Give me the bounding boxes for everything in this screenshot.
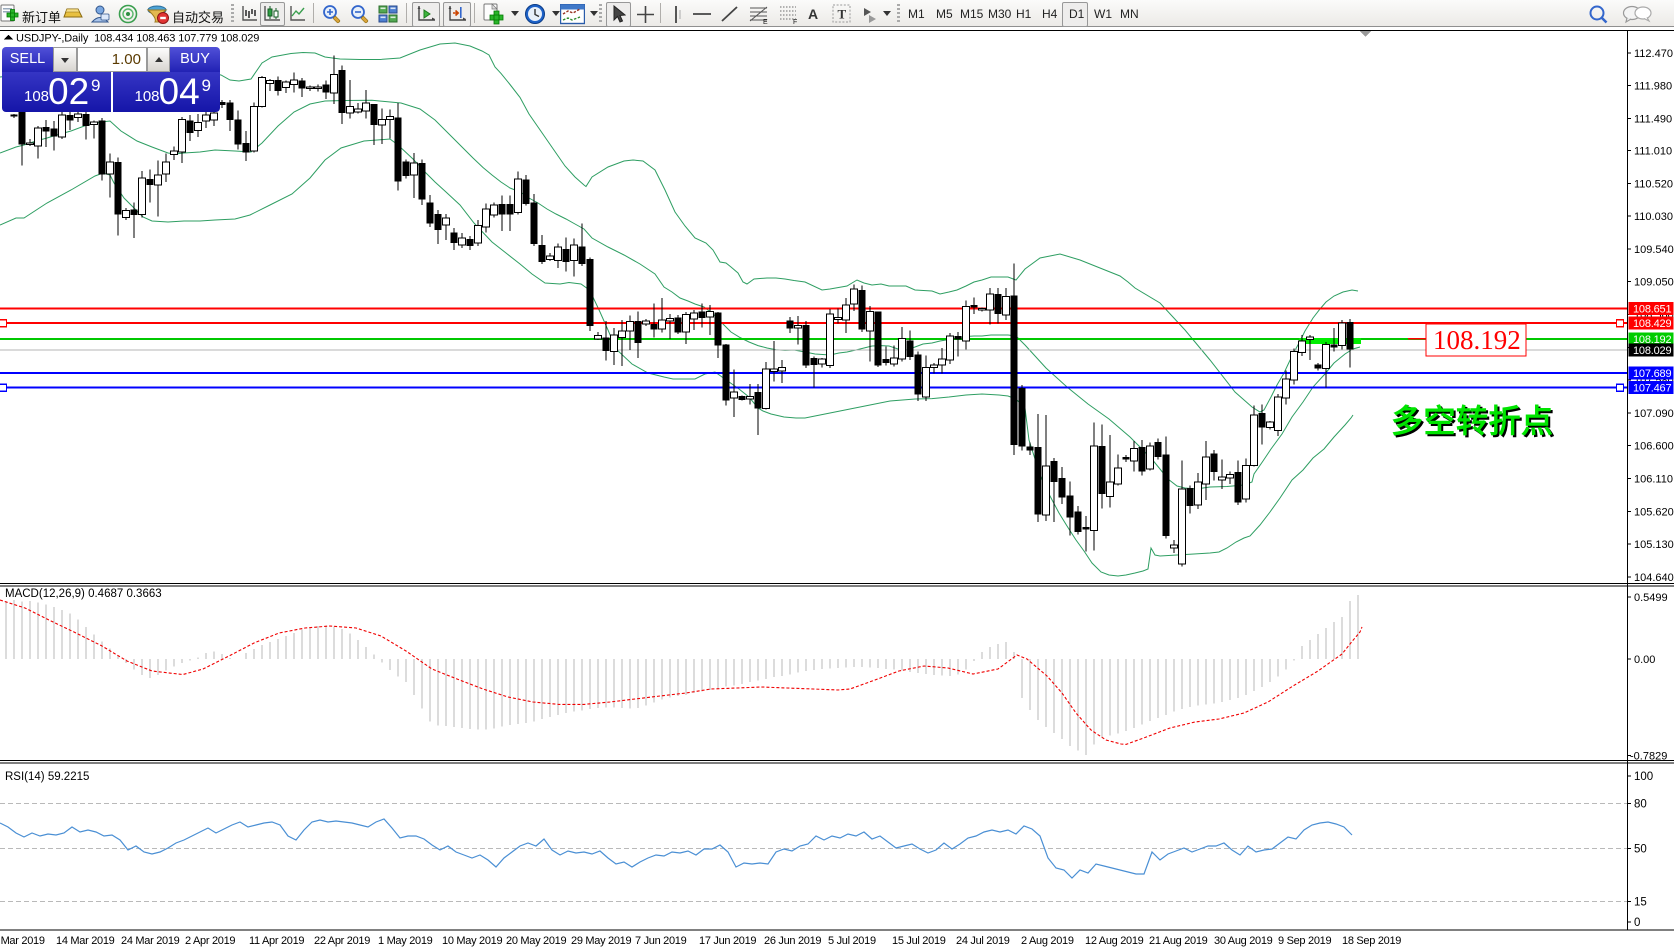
svg-text:17 Jun 2019: 17 Jun 2019: [699, 935, 756, 947]
svg-text:12 Aug 2019: 12 Aug 2019: [1085, 935, 1144, 947]
svg-text:108.651: 108.651: [1633, 303, 1671, 315]
svg-text:112.470: 112.470: [1634, 48, 1673, 60]
svg-text:106.110: 106.110: [1634, 474, 1673, 486]
svg-text:9 Sep 2019: 9 Sep 2019: [1278, 935, 1331, 947]
svg-text:110.030: 110.030: [1634, 211, 1673, 223]
svg-text:多空转折点: 多空转折点: [1393, 405, 1556, 441]
svg-text:-0.7829: -0.7829: [1630, 751, 1667, 763]
svg-text:15: 15: [1634, 896, 1647, 908]
svg-text:110.520: 110.520: [1634, 178, 1673, 190]
svg-text:108.429: 108.429: [1633, 318, 1671, 330]
svg-text:15 Jul 2019: 15 Jul 2019: [892, 935, 946, 947]
svg-text:MACD(12,26,9) 0.4687 0.3663: MACD(12,26,9) 0.4687 0.3663: [5, 588, 162, 600]
svg-text:80: 80: [1634, 798, 1647, 810]
svg-text:F: F: [793, 19, 797, 25]
svg-text:105.130: 105.130: [1634, 539, 1674, 551]
svg-text:10 May 2019: 10 May 2019: [442, 935, 502, 947]
svg-text:111.010: 111.010: [1634, 146, 1672, 158]
svg-text:109.050: 109.050: [1634, 277, 1674, 289]
svg-text:21 Aug 2019: 21 Aug 2019: [1149, 935, 1208, 947]
svg-text:26 Jun 2019: 26 Jun 2019: [764, 935, 821, 947]
svg-text:108.192: 108.192: [1433, 325, 1521, 355]
svg-text:107.467: 107.467: [1633, 383, 1671, 395]
svg-text:0.5499: 0.5499: [1634, 592, 1668, 604]
svg-text:7 Jun 2019: 7 Jun 2019: [635, 935, 687, 947]
svg-text:5 Jul 2019: 5 Jul 2019: [828, 935, 876, 947]
svg-text:104.640: 104.640: [1634, 572, 1674, 584]
svg-text:0: 0: [1634, 917, 1640, 929]
svg-text:RSI(14) 59.2215: RSI(14) 59.2215: [5, 771, 89, 783]
svg-text:108.029: 108.029: [1633, 345, 1671, 357]
svg-text:14 Mar 2019: 14 Mar 2019: [56, 935, 115, 947]
svg-text:2 Apr 2019: 2 Apr 2019: [185, 935, 235, 947]
svg-text:100: 100: [1634, 771, 1653, 783]
svg-text:30 Aug 2019: 30 Aug 2019: [1214, 935, 1273, 947]
svg-text:20 May 2019: 20 May 2019: [506, 935, 566, 947]
svg-text:107.689: 107.689: [1633, 368, 1671, 380]
svg-text:111.490: 111.490: [1634, 113, 1672, 125]
svg-text:E: E: [763, 19, 768, 25]
svg-text:USDJPY-,Daily 108.434 108.463: USDJPY-,Daily 108.434 108.463 107.779 10…: [16, 33, 259, 45]
svg-text:24 Mar 2019: 24 Mar 2019: [121, 935, 180, 947]
svg-text:50: 50: [1634, 844, 1647, 856]
svg-text:1 May 2019: 1 May 2019: [378, 935, 433, 947]
svg-text:18 Sep 2019: 18 Sep 2019: [1342, 935, 1401, 947]
svg-text:109.540: 109.540: [1634, 244, 1674, 256]
svg-text:5 Mar 2019: 5 Mar 2019: [0, 935, 45, 947]
svg-text:29 May 2019: 29 May 2019: [571, 935, 631, 947]
svg-text:108.192: 108.192: [1633, 334, 1671, 346]
svg-text:111.980: 111.980: [1634, 81, 1672, 93]
svg-text:0.00: 0.00: [1634, 654, 1655, 666]
svg-text:106.600: 106.600: [1634, 441, 1674, 453]
svg-text:107.090: 107.090: [1634, 408, 1674, 420]
svg-text:T: T: [838, 7, 847, 22]
svg-text:11 Apr 2019: 11 Apr 2019: [249, 935, 304, 947]
svg-text:105.620: 105.620: [1634, 506, 1674, 518]
svg-text:多空转折点: 多空转折点: [1391, 403, 1554, 439]
svg-text:24 Jul 2019: 24 Jul 2019: [956, 935, 1010, 947]
svg-text:2 Aug 2019: 2 Aug 2019: [1021, 935, 1074, 947]
svg-text:22 Apr 2019: 22 Apr 2019: [314, 935, 370, 947]
